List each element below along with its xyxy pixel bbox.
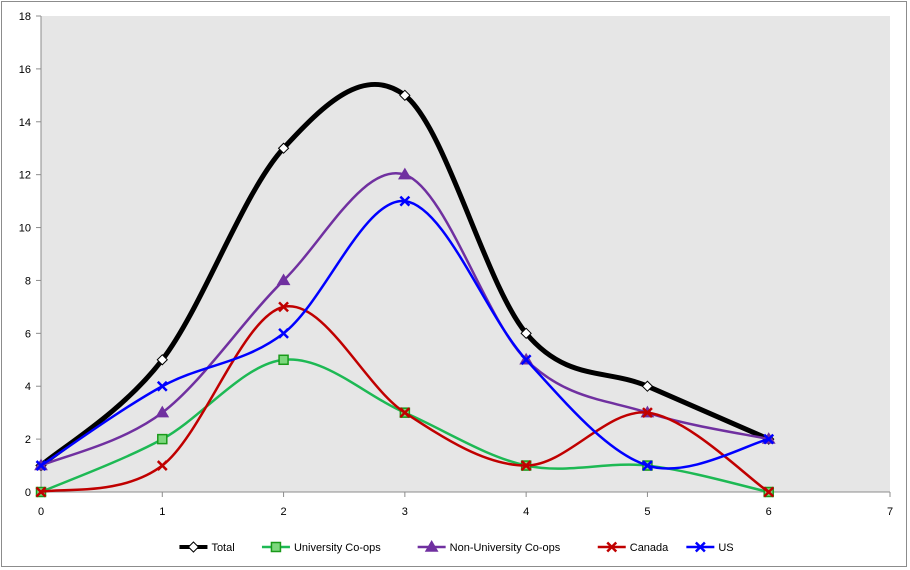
data-point-us-0 (35, 460, 47, 471)
data-point-us-3 (399, 195, 411, 207)
data-point-non-university-co-ops-3 (397, 167, 412, 180)
legend-marker-total (187, 541, 200, 553)
y-tick-label: 0 (25, 487, 31, 499)
data-point-canada-5 (642, 407, 653, 419)
legend-label-non-university-co-ops: Non-University Co-ops (450, 542, 561, 554)
data-point-us-2 (278, 327, 289, 339)
data-point-canada-2 (278, 301, 289, 313)
y-tick-label: 12 (19, 170, 31, 182)
x-tick-label: 7 (887, 506, 893, 518)
legend-marker-non-university-co-ops (424, 540, 439, 552)
y-tick-label: 6 (25, 328, 31, 340)
data-point-total-1 (156, 354, 168, 366)
data-point-university-co-ops-1 (157, 433, 168, 445)
y-tick-label: 10 (19, 223, 31, 235)
data-point-us-1 (156, 380, 168, 392)
data-point-canada-3 (399, 407, 411, 419)
data-point-total-2 (277, 142, 290, 154)
x-tick-label: 2 (281, 506, 287, 518)
data-point-total-5 (641, 380, 654, 392)
x-tick-label: 0 (38, 506, 44, 518)
y-tick-label: 4 (25, 381, 31, 393)
data-point-university-co-ops-2 (278, 354, 289, 366)
legend-label-us: US (718, 542, 733, 554)
y-tick-label: 16 (19, 64, 31, 76)
data-point-canada-4 (520, 460, 532, 471)
data-point-canada-0 (35, 486, 47, 498)
legend-marker-canada (606, 541, 618, 553)
x-tick-label: 1 (159, 506, 165, 518)
legend-marker-us (694, 541, 706, 553)
y-tick-label: 18 (19, 11, 31, 23)
legend-marker-university-co-ops (270, 541, 282, 553)
data-point-us-6 (763, 433, 775, 445)
data-point-canada-1 (156, 460, 168, 471)
data-point-us-5 (642, 460, 653, 471)
data-point-non-university-co-ops-1 (155, 405, 170, 418)
data-point-non-university-co-ops-2 (276, 273, 291, 286)
y-tick-label: 14 (19, 117, 31, 129)
y-tick-label: 8 (25, 275, 31, 287)
x-tick-label: 5 (644, 506, 650, 518)
plot-area (41, 16, 890, 492)
data-point-total-4 (520, 327, 532, 340)
data-point-total-3 (399, 89, 411, 102)
data-point-canada-6 (763, 486, 775, 498)
legend-label-university-co-ops: University Co-ops (294, 542, 381, 554)
data-point-us-4 (520, 354, 532, 366)
y-tick-label: 2 (25, 434, 31, 446)
x-tick-label: 4 (523, 506, 529, 518)
x-tick-label: 3 (402, 506, 408, 518)
legend-label-total: Total (211, 542, 234, 554)
legend-label-canada: Canada (630, 542, 669, 554)
x-tick-label: 6 (766, 506, 772, 518)
